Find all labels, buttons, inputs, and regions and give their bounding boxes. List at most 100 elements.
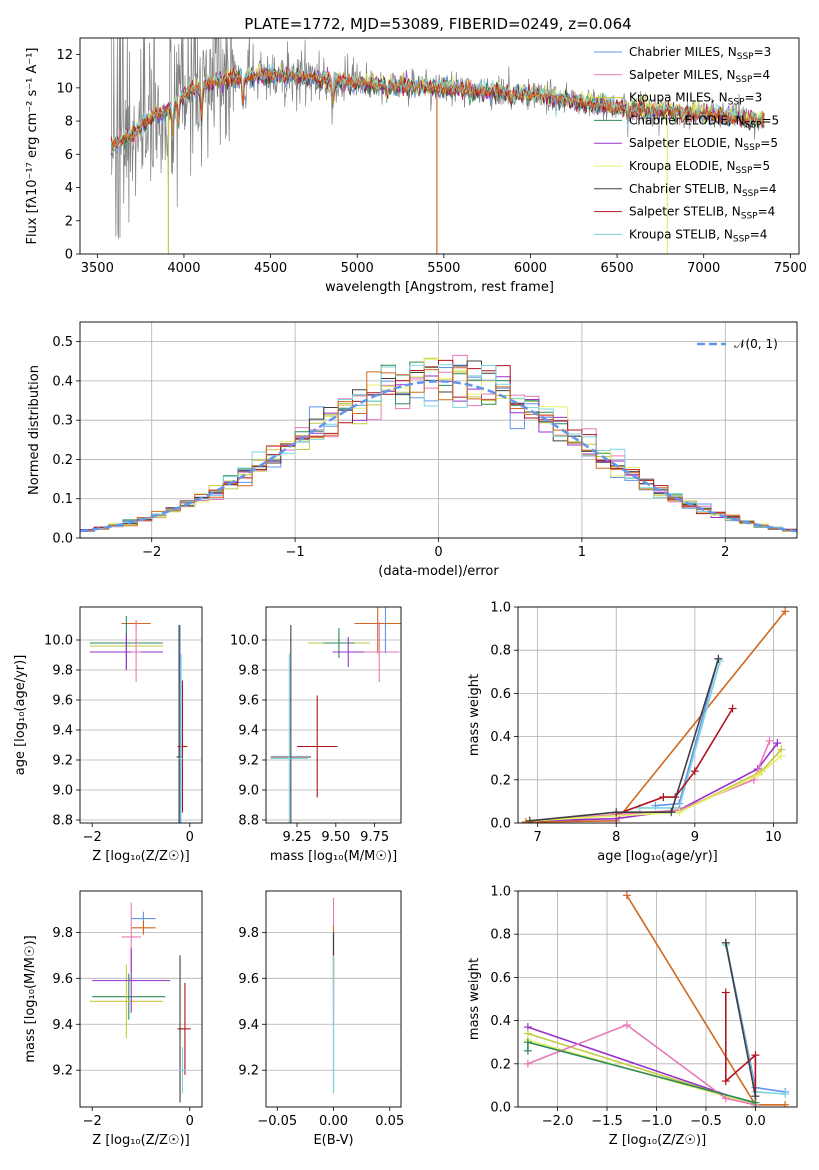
legend-entry-label: Kroupa MILES, NSSP=3 — [629, 91, 762, 108]
y-tick-label: 10.0 — [44, 634, 73, 649]
x-tick-label: 5500 — [427, 261, 460, 276]
legend-entry-label: Chabrier ELODIE, NSSP=5 — [629, 113, 779, 130]
y-tick-label: 9.8 — [238, 664, 259, 679]
x-tick-label: 0 — [186, 830, 194, 845]
y-tick-label: 9.2 — [52, 1064, 73, 1079]
series-group — [523, 891, 790, 1107]
series-line — [725, 942, 757, 1097]
y-tick-label: 9.4 — [52, 724, 73, 739]
model-spectrum-line — [110, 68, 765, 151]
y-tick-label: 4 — [65, 181, 73, 196]
series-line — [527, 1041, 756, 1104]
y-axis-label: Flux [fλ10⁻¹⁷ erg cm⁻² s⁻¹ A⁻¹] — [25, 48, 40, 245]
legend-entry-label: Chabrier MILES, NSSP=3 — [629, 45, 771, 62]
y-axis-label: mass weight — [467, 958, 482, 1040]
x-axis-label: age [log₁₀(age/yr)] — [597, 849, 718, 864]
x-axis-label: (data-model)/error — [378, 564, 499, 579]
y-tick-label: 9.0 — [238, 784, 259, 799]
y-tick-label: 9.8 — [52, 664, 73, 679]
axes-frame — [517, 890, 798, 1108]
x-tick-label: 9.25 — [283, 830, 312, 845]
y-tick-label: 0.4 — [490, 1014, 511, 1029]
x-tick-label: 5000 — [341, 261, 374, 276]
y-tick-label: 9.8 — [52, 926, 73, 941]
x-axis-label: Z [log₁₀(Z/Z☉)] — [92, 849, 189, 864]
axes-frame — [517, 606, 798, 824]
y-tick-label: 8.8 — [52, 814, 73, 829]
series-line — [525, 610, 786, 823]
x-tick-label: 8 — [612, 830, 620, 845]
x-tick-label: 9.50 — [321, 830, 350, 845]
y-tick-label: 9.2 — [238, 1064, 259, 1079]
y-tick-label: 9.4 — [52, 1018, 73, 1033]
axes-frame — [265, 890, 402, 1108]
x-tick-label: 7 — [534, 830, 542, 845]
y-tick-label: 9.2 — [52, 754, 73, 769]
x-tick-label: 6500 — [601, 261, 634, 276]
legend-entry-label: Kroupa ELODIE, NSSP=5 — [629, 159, 770, 176]
axes-frame — [265, 606, 402, 824]
x-tick-label: 1 — [578, 545, 586, 560]
y-tick-label: 0.8 — [490, 644, 511, 659]
x-tick-label: −1.5 — [591, 1114, 623, 1129]
x-tick-label: 6000 — [514, 261, 547, 276]
y-tick-label: 6 — [65, 148, 73, 163]
x-tick-label: −1.0 — [641, 1114, 673, 1129]
x-tick-label: −1 — [286, 545, 305, 560]
y-tick-label: 9.0 — [52, 784, 73, 799]
series-line — [529, 658, 720, 822]
y-tick-label: 10.0 — [230, 634, 259, 649]
y-tick-label: 10 — [56, 81, 73, 96]
x-tick-label: 0 — [186, 1114, 194, 1129]
legend-entry-label: 𝒩(0, 1) — [734, 337, 778, 351]
x-tick-label: 0.00 — [319, 1114, 348, 1129]
x-tick-label: 0.05 — [375, 1114, 404, 1129]
y-tick-label: 9.6 — [238, 694, 259, 709]
y-tick-label: 1.0 — [490, 885, 511, 900]
y-tick-label: 0.2 — [52, 453, 73, 468]
y-tick-label: 0.8 — [490, 928, 511, 943]
x-tick-label: 7000 — [687, 261, 720, 276]
y-tick-label: 9.2 — [238, 754, 259, 769]
errorbar-group — [89, 616, 188, 823]
y-tick-label: 0.4 — [490, 730, 511, 745]
x-tick-label: 4000 — [167, 261, 200, 276]
y-tick-label: 9.4 — [238, 724, 259, 739]
x-tick-label: −0.05 — [257, 1114, 297, 1129]
x-tick-label: −2.0 — [542, 1114, 574, 1129]
model-spectrum-line — [110, 61, 765, 149]
x-axis-label: Z [log₁₀(Z/Z☉)] — [92, 1133, 189, 1148]
x-tick-label: −2 — [83, 830, 102, 845]
y-tick-label: 0.3 — [52, 414, 73, 429]
y-tick-label: 9.6 — [238, 972, 259, 987]
x-tick-label: 0.0 — [745, 1114, 766, 1129]
x-tick-label: 9 — [691, 830, 699, 845]
y-tick-label: 2 — [65, 214, 73, 229]
x-tick-label: −2 — [83, 1114, 102, 1129]
axes-frame — [79, 321, 798, 539]
errorbar-group — [89, 902, 191, 1103]
histogram-group — [80, 354, 797, 538]
legend-entry-label: Chabrier STELIB, NSSP=4 — [629, 182, 777, 199]
y-tick-label: 0.5 — [52, 335, 73, 350]
y-axis-label: mass [log₁₀(M/M☉)] — [23, 935, 38, 1062]
y-tick-label: 8.8 — [238, 814, 259, 829]
spectrum-lines — [110, 38, 765, 254]
series-line — [527, 1023, 756, 1106]
y-tick-label: 0 — [65, 248, 73, 263]
y-tick-label: 0.2 — [490, 1057, 511, 1072]
x-tick-label: 9.75 — [360, 830, 389, 845]
x-axis-label: Z [log₁₀(Z/Z☉)] — [609, 1133, 706, 1148]
y-tick-label: 0.4 — [52, 374, 73, 389]
y-tick-label: 9.8 — [238, 926, 259, 941]
x-tick-label: 4500 — [254, 261, 287, 276]
x-axis-label: mass [log₁₀(M/M☉)] — [270, 849, 397, 864]
axes-frame — [79, 37, 800, 255]
x-tick-label: 2 — [721, 545, 729, 560]
y-tick-label: 0.1 — [52, 492, 73, 507]
legend: Chabrier MILES, NSSP=3 Salpeter MILES, NS… — [594, 45, 779, 244]
y-tick-label: 0.2 — [490, 773, 511, 788]
y-tick-label: 0.0 — [52, 532, 73, 547]
y-tick-label: 0.0 — [490, 817, 511, 832]
